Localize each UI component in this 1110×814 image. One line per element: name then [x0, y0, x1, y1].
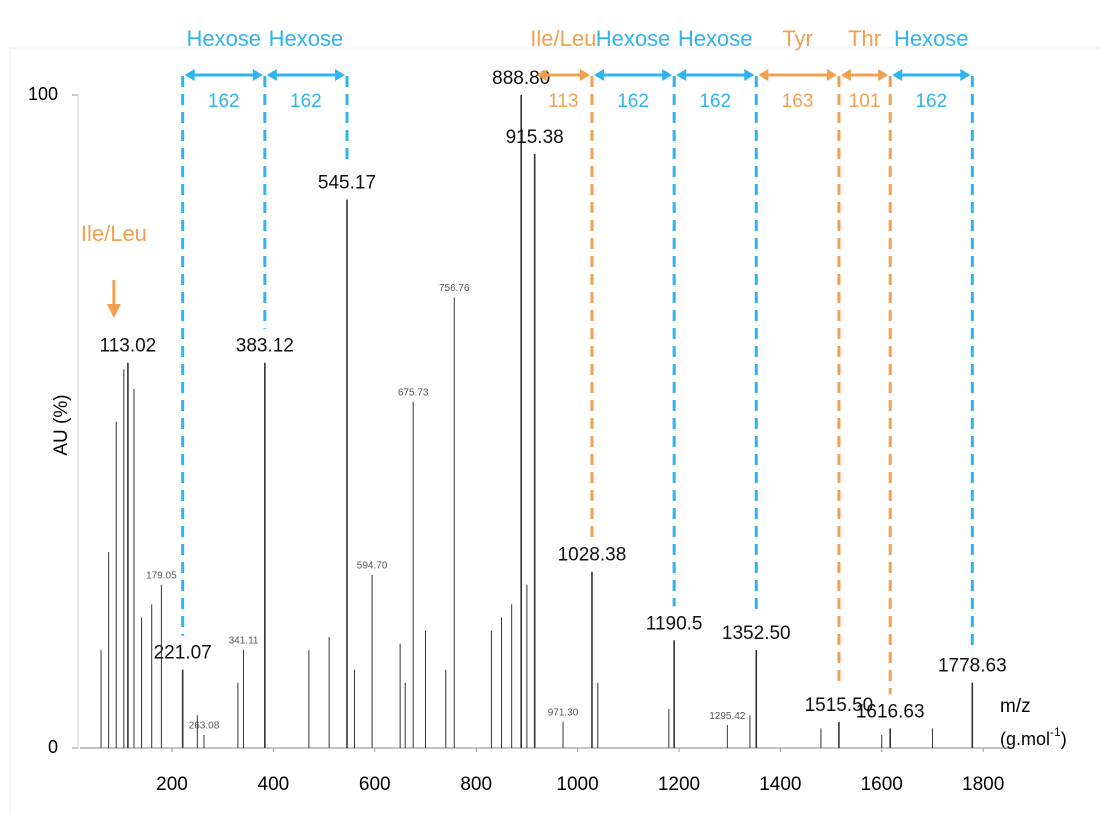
arrow-head — [826, 69, 837, 81]
peak-label: 1616.63 — [856, 701, 925, 722]
arrow-head — [334, 69, 345, 81]
peak-label: 915.38 — [506, 127, 564, 148]
fragment-residue: Ile/Leu — [530, 26, 596, 51]
peak-label-minor: 1295.42 — [709, 711, 746, 722]
peak-label: 1515.50 — [805, 695, 874, 716]
arrow-head — [536, 69, 547, 81]
fragment-residue: Hexose — [894, 26, 969, 51]
x-tick-label: 800 — [460, 774, 492, 795]
unit-sup: -1 — [1050, 725, 1061, 739]
peak-label-minor: 341.11 — [229, 636, 259, 647]
x-axis-label: m/z — [1000, 696, 1031, 717]
arrow-head — [892, 69, 903, 81]
x-tick-label: 1200 — [658, 774, 700, 795]
arrow-head — [106, 304, 121, 318]
fragment-delta: 162 — [617, 91, 649, 112]
x-tick-label: 1600 — [861, 774, 903, 795]
arrow-head — [252, 69, 263, 81]
fragment-delta: 162 — [699, 91, 731, 112]
arrow-head — [184, 69, 195, 81]
fragment-delta: 162 — [290, 91, 322, 112]
fragment-delta: 101 — [849, 91, 881, 112]
peak-label-minor: 971.30 — [548, 708, 579, 719]
peak-label-minor: 594.70 — [357, 561, 388, 572]
unit-part: (g.mol — [1000, 729, 1050, 749]
x-axis-unit: (g.mol-1) — [1000, 725, 1067, 749]
peak-label-minor: 756.76 — [439, 283, 470, 294]
fragment-delta: 113 — [548, 91, 578, 112]
y-tick-label: 100 — [28, 84, 58, 104]
arrow-head — [878, 69, 889, 81]
arrow-head — [960, 69, 971, 81]
fragment-residue: Hexose — [186, 26, 261, 51]
arrow-head — [579, 69, 590, 81]
arrow-head — [676, 69, 687, 81]
arrow-head — [266, 69, 277, 81]
peak-label: 1352.50 — [722, 623, 791, 644]
arrow-head — [744, 69, 755, 81]
peak-label: 1190.5 — [646, 613, 703, 634]
arrow-head — [758, 69, 769, 81]
peak-label: 545.17 — [318, 172, 376, 193]
fragment-delta: 163 — [782, 91, 814, 112]
unit-part: ) — [1061, 729, 1067, 749]
fragment-residue: Thr — [848, 26, 881, 51]
peak-label-minor: 263.08 — [189, 721, 220, 732]
peak-label-minor: 179.05 — [146, 570, 177, 581]
fragment-residue: Hexose — [596, 26, 671, 51]
x-tick-label: 600 — [359, 774, 391, 795]
fragment-residue: Hexose — [269, 26, 344, 51]
y-tick-label: 0 — [48, 737, 58, 757]
x-tick-label: 1400 — [759, 774, 801, 795]
peak-label: 1028.38 — [558, 545, 627, 566]
x-tick-label: 400 — [258, 774, 290, 795]
peak-label: 221.07 — [154, 643, 212, 664]
fragment-delta: 162 — [208, 91, 240, 112]
x-tick-label: 1000 — [556, 774, 598, 795]
peak-label: 888.80 — [492, 68, 550, 89]
peak-label: 383.12 — [236, 336, 294, 357]
peak-label: 113.02 — [100, 336, 157, 357]
x-tick-label: 200 — [156, 774, 188, 795]
fragment-residue: Tyr — [782, 26, 813, 51]
arrow-head — [662, 69, 673, 81]
arrow-head — [840, 69, 851, 81]
arrow-head — [593, 69, 604, 81]
y-axis-label: AU (%) — [51, 394, 72, 455]
peak-label-minor: 675.73 — [398, 388, 429, 399]
peak-label: 1778.63 — [938, 656, 1007, 677]
fragment-delta: 162 — [915, 91, 947, 112]
x-tick-label: 1800 — [962, 774, 1004, 795]
marker-label: Ile/Leu — [81, 221, 147, 246]
fragment-residue: Hexose — [678, 26, 753, 51]
